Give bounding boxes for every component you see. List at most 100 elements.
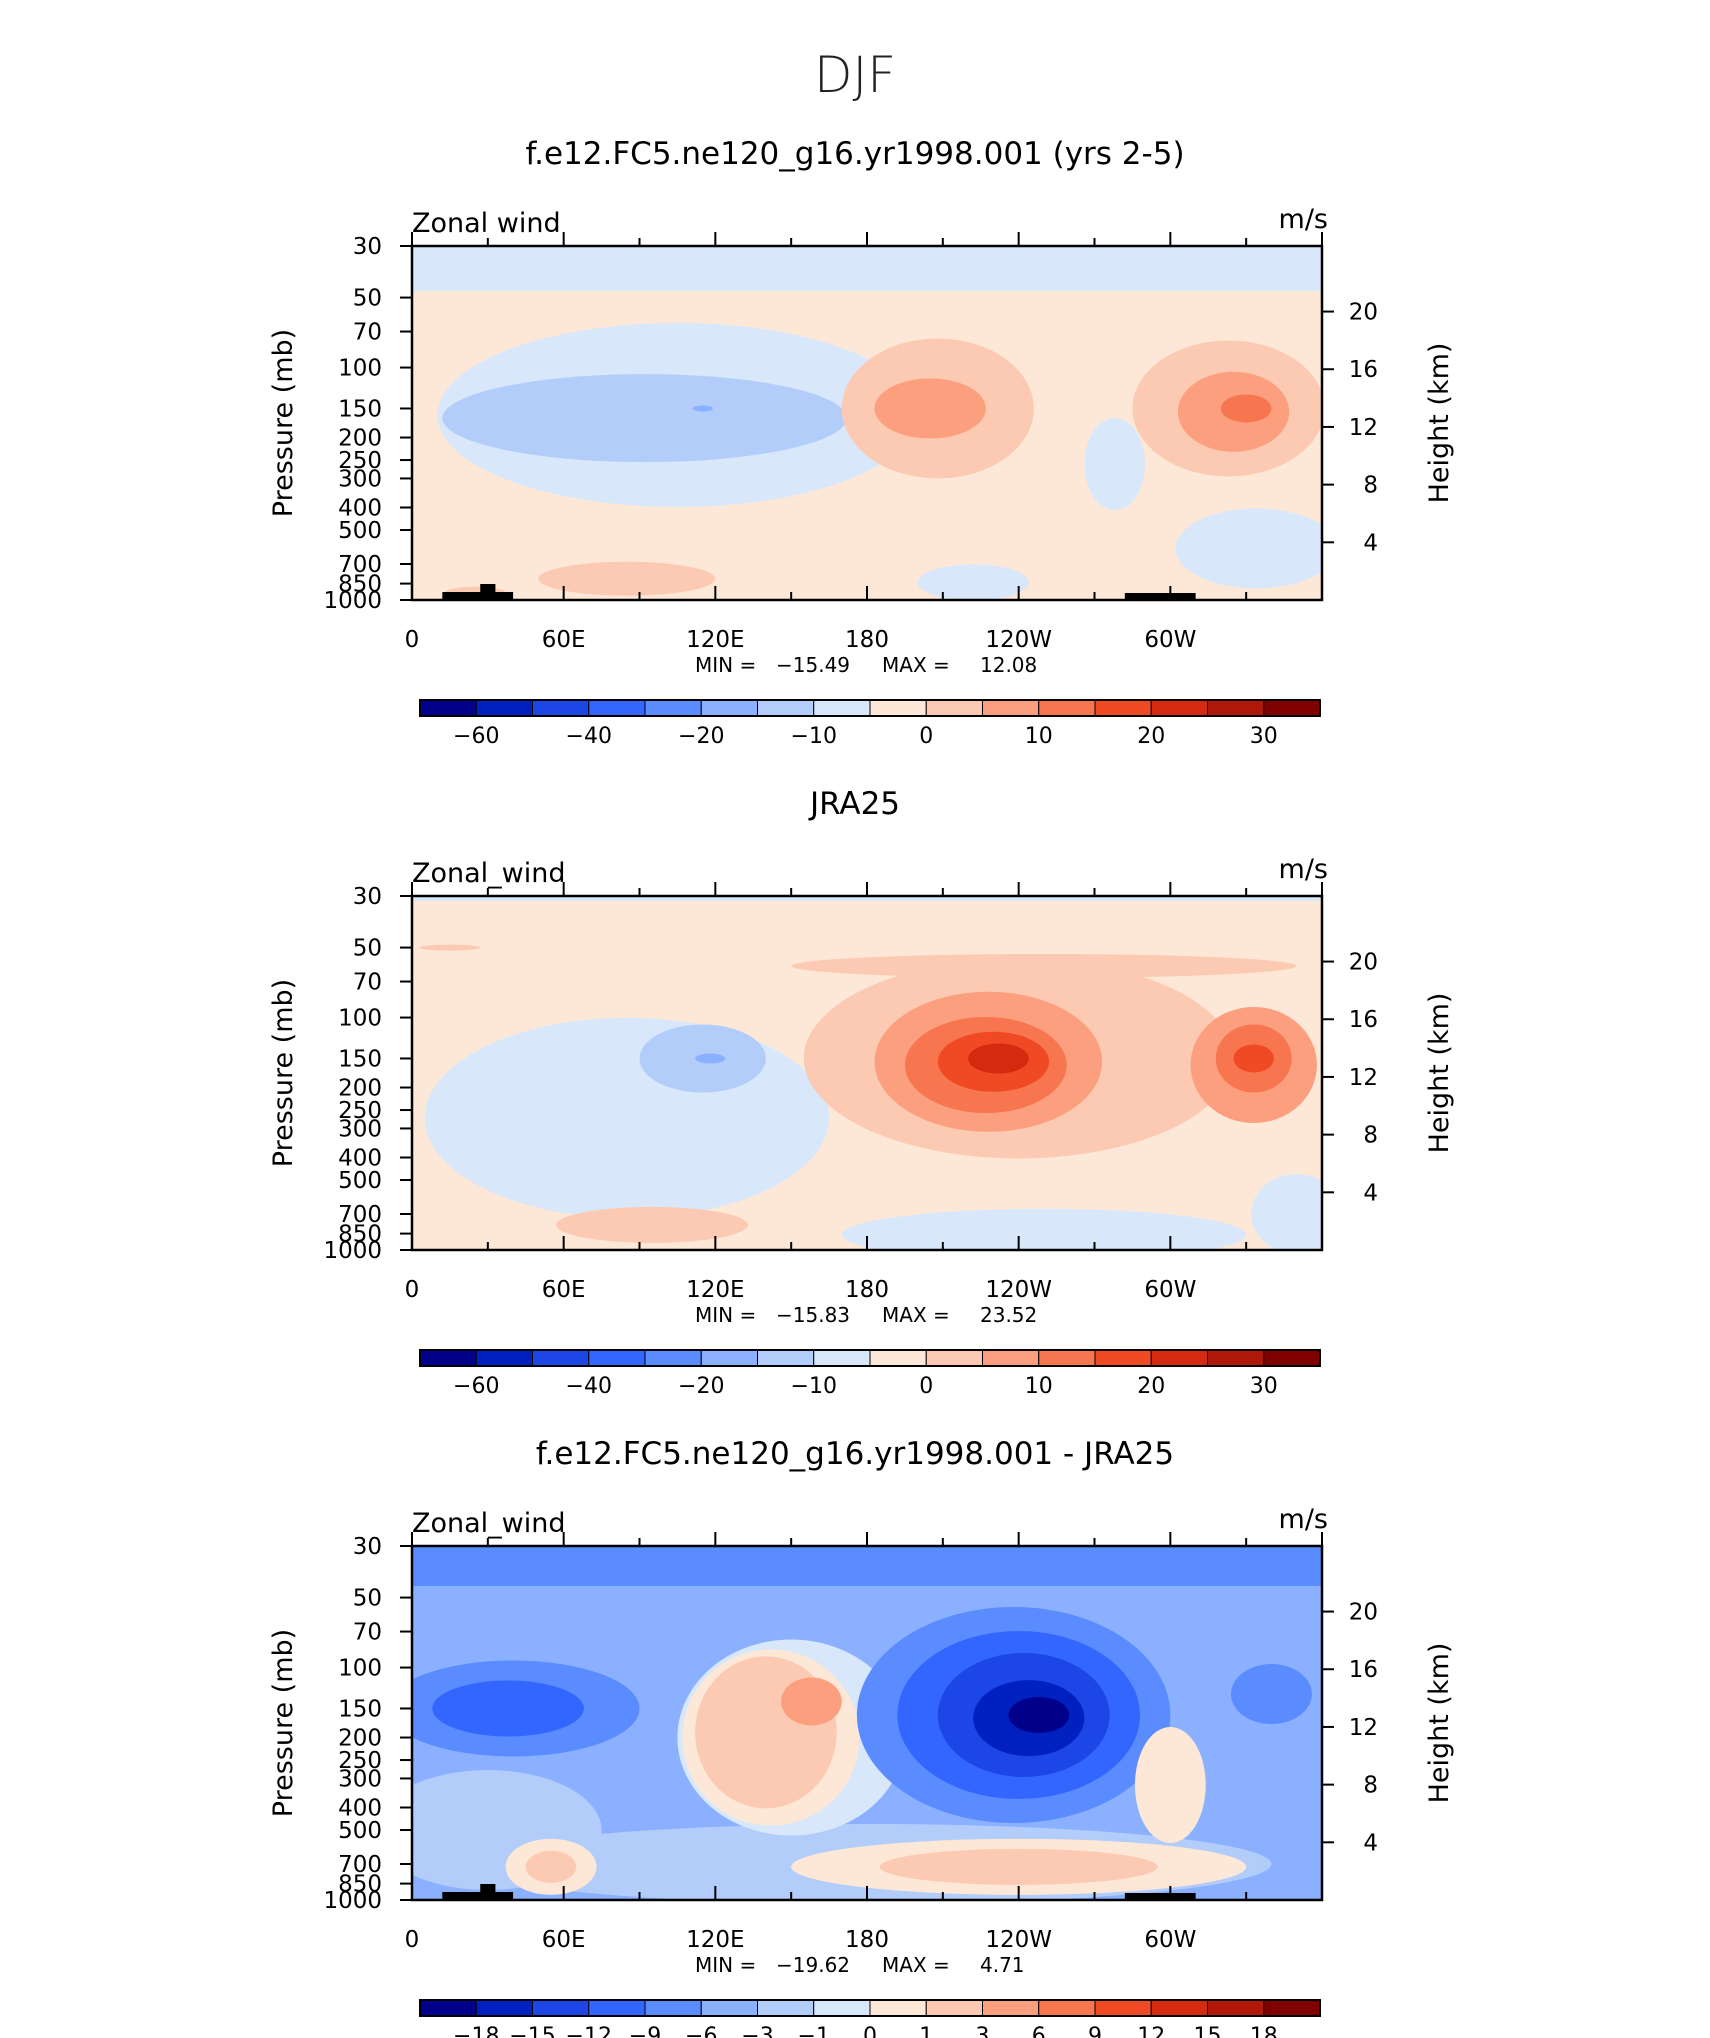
contour-band [412, 246, 1322, 291]
colorbar-label: −3 [741, 2024, 773, 2038]
colorbar-swatch [1207, 699, 1265, 717]
colorbar-label: 20 [1137, 1374, 1165, 1399]
colorbar-swatch [813, 699, 871, 717]
contour-region [424, 1017, 830, 1218]
contour-region [968, 1043, 1029, 1074]
contour-field [412, 1546, 1322, 1900]
max-value: 23.52 [980, 1303, 1037, 1327]
colorbar-swatch [532, 699, 590, 717]
y-tick-label: 30 [353, 1534, 382, 1560]
y2-tick-label: 8 [1363, 1773, 1378, 1799]
colorbar-label: −60 [453, 724, 499, 749]
colorbar-swatch [1150, 1349, 1208, 1367]
y2-tick-label: 16 [1349, 357, 1378, 383]
y-tick-label: 850 [338, 1872, 382, 1898]
x-tick-label: 120W [985, 627, 1052, 653]
contour-region [1233, 1044, 1274, 1073]
x-tick-label: 60E [542, 1277, 586, 1303]
x-tick-label: 120W [985, 1927, 1052, 1953]
contour-region [1008, 1696, 1070, 1733]
min-value: −15.49 [776, 653, 850, 677]
y-tick-label: 200 [338, 1726, 382, 1752]
min-value: −15.83 [776, 1303, 850, 1327]
contour-region [538, 561, 716, 596]
colorbar-label: −10 [791, 724, 837, 749]
colorbar-swatch [532, 1999, 590, 2017]
colorbar-swatch [419, 699, 477, 717]
contour-field [412, 246, 1322, 600]
panel-title: f.e12.FC5.ne120_g16.yr1998.001 - JRA25 [536, 1436, 1174, 1472]
contour-region [1220, 394, 1272, 423]
colorbar-swatch [475, 1349, 533, 1367]
min-value: −19.62 [776, 1953, 850, 1977]
x-tick-label: 60W [1144, 1927, 1196, 1953]
colorbar-swatch [1263, 1999, 1321, 2017]
y-tick-label: 30 [353, 884, 382, 910]
y-tick-label: 150 [338, 1046, 382, 1072]
colorbar-swatch [1038, 1999, 1096, 2017]
colorbar-label: 0 [863, 2024, 877, 2038]
colorbar-swatch [1094, 1999, 1152, 2017]
min-label: MIN = [695, 1953, 756, 1977]
colorbar-label: 9 [1088, 2024, 1102, 2038]
y-tick-label: 300 [338, 466, 382, 492]
colorbar-swatch [700, 1349, 758, 1367]
topography [1124, 593, 1196, 600]
y2-tick-label: 12 [1349, 415, 1378, 441]
units-label: m/s [1279, 854, 1328, 885]
x-tick-label: 0 [405, 627, 420, 653]
units-label: m/s [1279, 204, 1328, 235]
x-tick-label: 120E [686, 1927, 744, 1953]
y-tick-label: 400 [338, 1145, 382, 1171]
colorbar-label: 30 [1250, 1374, 1278, 1399]
contour-region [432, 1680, 584, 1737]
colorbar-label: −20 [678, 724, 724, 749]
y-tick-label: 70 [353, 970, 382, 996]
colorbar-label: 10 [1025, 724, 1053, 749]
contour-region [1084, 418, 1146, 511]
y-tick-label: 30 [353, 234, 382, 260]
max-label: MAX = [882, 1303, 950, 1327]
x-tick-label: 60W [1144, 627, 1196, 653]
colorbar-label: 6 [1032, 2024, 1046, 2038]
colorbar-swatch [700, 699, 758, 717]
y-tick-label: 50 [353, 286, 382, 312]
y2-axis-label: Height (km) [1424, 1643, 1455, 1804]
y-axis-label: Pressure (mb) [268, 329, 299, 517]
colorbar-swatch [644, 1999, 702, 2017]
colorbar-swatch [588, 1999, 646, 2017]
y-tick-label: 50 [353, 936, 382, 962]
min-label: MIN = [695, 653, 756, 677]
max-label: MAX = [882, 1953, 950, 1977]
max-label: MAX = [882, 653, 950, 677]
y-tick-label: 250 [338, 1098, 382, 1124]
y2-tick-label: 20 [1349, 300, 1378, 326]
colorbar-label: 12 [1137, 2024, 1165, 2038]
colorbar-swatch [757, 1999, 815, 2017]
y-tick-label: 70 [353, 320, 382, 346]
colorbar-swatch [757, 699, 815, 717]
max-value: 4.71 [980, 1953, 1025, 1977]
colorbar-swatch [869, 1349, 927, 1367]
y-tick-label: 70 [353, 1620, 382, 1646]
y-tick-label: 1000 [323, 1238, 382, 1264]
colorbar-swatch [813, 1999, 871, 2017]
y2-axis-label: Height (km) [1424, 993, 1455, 1154]
x-tick-label: 0 [405, 1277, 420, 1303]
colorbar-swatch [475, 699, 533, 717]
colorbar-swatch [644, 699, 702, 717]
x-tick-label: 180 [845, 1277, 889, 1303]
y-tick-label: 150 [338, 1696, 382, 1722]
contour-region [791, 953, 1297, 978]
colorbar-label: −12 [566, 2024, 612, 2038]
colorbar-label: −60 [453, 1374, 499, 1399]
colorbar-label: −40 [566, 1374, 612, 1399]
panel-3: f.e12.FC5.ne120_g16.yr1998.001 - JRA25 Zo… [268, 1436, 1455, 2038]
figure-title: DJF [814, 46, 896, 104]
contour-region [1231, 1664, 1312, 1725]
colorbar-label: 20 [1137, 724, 1165, 749]
colorbar-label: 0 [919, 724, 933, 749]
y2-tick-label: 8 [1363, 473, 1378, 499]
y2-tick-label: 20 [1349, 950, 1378, 976]
